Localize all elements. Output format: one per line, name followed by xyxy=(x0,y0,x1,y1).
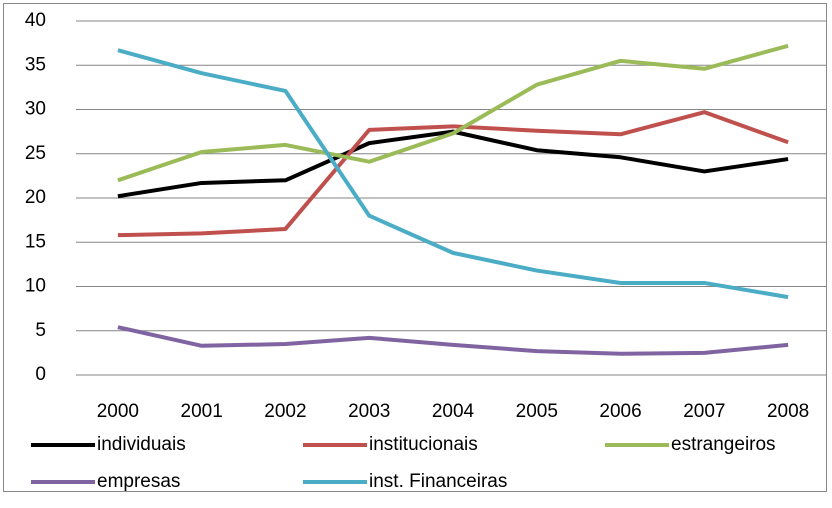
y-tick-label: 35 xyxy=(25,54,46,75)
x-tick-label: 2003 xyxy=(348,401,390,422)
chart-border xyxy=(3,3,827,492)
y-tick-label: 40 xyxy=(25,10,46,31)
legend-label: empresas xyxy=(97,471,180,492)
y-tick-label: 5 xyxy=(35,320,46,341)
series-line xyxy=(117,43,789,183)
series-line xyxy=(117,325,789,356)
y-tick-label: 15 xyxy=(25,231,46,252)
y-tick-label: 0 xyxy=(35,364,46,385)
series-line xyxy=(117,48,789,300)
x-tick-label: 2007 xyxy=(683,401,725,422)
x-tick-label: 2002 xyxy=(264,401,306,422)
x-tick-label: 2000 xyxy=(97,401,139,422)
legend-label: individuais xyxy=(97,434,186,455)
y-tick-label: 20 xyxy=(25,187,46,208)
series-line xyxy=(117,110,789,238)
y-tick-label: 10 xyxy=(25,276,46,297)
series-line xyxy=(117,129,789,199)
x-tick-label: 2005 xyxy=(516,401,558,422)
legend-label: inst. Financeiras xyxy=(369,471,507,492)
x-tick-label: 2008 xyxy=(767,401,809,422)
y-tick-label: 30 xyxy=(25,99,46,120)
legend-label: estrangeiros xyxy=(671,434,776,455)
x-tick-label: 2004 xyxy=(432,401,475,422)
y-tick-label: 25 xyxy=(25,143,46,164)
x-tick-label: 2006 xyxy=(599,401,641,422)
x-tick-label: 2001 xyxy=(181,401,223,422)
legend-label: institucionais xyxy=(369,434,478,455)
